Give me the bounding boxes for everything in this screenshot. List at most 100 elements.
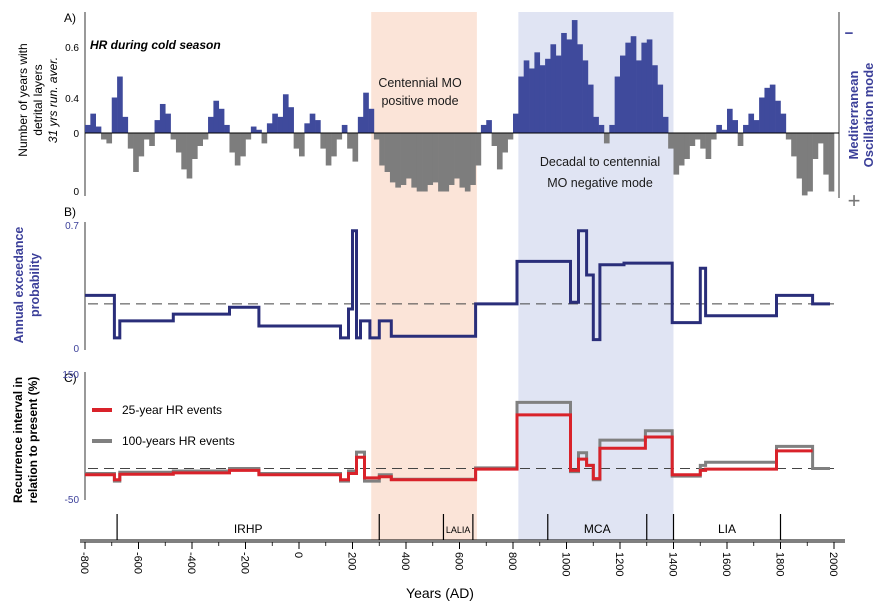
panel-a-bar — [801, 133, 808, 196]
panel-c-ytick: -50 — [65, 495, 80, 506]
panel-a-bar — [475, 133, 482, 166]
panel-a-bar — [261, 133, 268, 144]
x-tick-label: 1200 — [613, 552, 625, 576]
panel-a-bar — [630, 36, 637, 134]
panel-a-bar — [539, 65, 546, 133]
panel-a-bar — [197, 133, 203, 146]
panel-a-bar — [213, 100, 220, 133]
panel-a-bar — [518, 76, 524, 133]
panel-a-bar — [288, 107, 294, 133]
panel-a-bar — [480, 124, 487, 133]
period-label: LALIA — [446, 525, 471, 535]
panel-c-ylabel: Recurrence interval in — [11, 377, 25, 503]
panel-a-bar — [400, 133, 407, 185]
panel-a-bar — [245, 133, 252, 140]
panel-a-bar — [502, 133, 508, 153]
panel-a-bar — [331, 133, 337, 157]
panel-a-bar — [694, 133, 701, 140]
panel-a-bar — [625, 42, 631, 133]
panel-a-bar — [422, 133, 428, 192]
panel-a-bar — [122, 116, 129, 133]
panel-a-ytick: 0.6 — [65, 43, 79, 54]
panel-a-bar — [133, 133, 139, 172]
positive-mode-shading — [371, 12, 477, 540]
x-tick-label: 1400 — [667, 552, 679, 576]
panel-a-bar — [791, 133, 797, 157]
panel-a-bar — [138, 133, 145, 157]
panel-a-bar — [684, 133, 690, 159]
panel-a-ylabel: Number of years with — [16, 43, 30, 156]
panel-a-bar — [737, 133, 744, 146]
panel-b-ytick: 0.7 — [65, 221, 79, 232]
panel-b-series-line — [85, 229, 830, 342]
panel-a-bar — [555, 55, 562, 134]
x-axis-ticks: -800 -600 -400 -200 0 200 400 600 800 1000 1200 140… — [78, 542, 839, 576]
panel-a-bar — [828, 133, 835, 192]
panel-a-bar — [448, 133, 455, 185]
panel-a-bar — [657, 84, 664, 133]
panel-a-bar — [234, 133, 241, 166]
x-tick-label: 1600 — [720, 552, 732, 576]
x-tick-label: 2000 — [827, 552, 839, 576]
panel-a-bar — [454, 133, 460, 179]
panel-a-bar — [764, 87, 771, 133]
panel-a-bar — [325, 133, 332, 166]
panel-a-bar — [282, 94, 289, 133]
panel-a-bar — [304, 123, 310, 133]
mo-sign-minus: − — [845, 25, 854, 42]
panel-a-bar — [743, 124, 749, 133]
panel-a-bar — [181, 133, 187, 170]
panel-a-bar — [823, 133, 829, 175]
panel-a-bar — [678, 133, 685, 166]
x-tick-label: -800 — [78, 552, 90, 574]
panel-a-bar — [716, 124, 722, 133]
panel-a-bar — [85, 124, 91, 133]
panel-a-bar — [379, 133, 385, 166]
panel-a-bar — [753, 120, 760, 133]
panel-a-bar — [336, 133, 343, 140]
panel-a-bar — [395, 133, 401, 188]
panel-a-bar — [315, 120, 321, 133]
panel-a-bar — [406, 133, 412, 179]
panel-a-bar — [507, 133, 514, 140]
panel-a-bar — [566, 39, 573, 133]
panel-a-bar — [192, 133, 198, 159]
panel-a-bar — [299, 133, 305, 157]
period-label: MCA — [584, 522, 611, 536]
panel-a-label: A) — [64, 11, 76, 25]
panel-a-bar — [438, 133, 444, 192]
panel-a-bar — [652, 65, 658, 133]
panel-a-bar — [705, 133, 712, 159]
panel-a-bar — [534, 52, 541, 134]
panel-a-bar — [523, 60, 530, 133]
panel-a-bar — [550, 44, 557, 134]
x-tick-label: 600 — [453, 552, 465, 570]
panel-a-bar — [812, 133, 819, 159]
panel-a-bar — [368, 108, 375, 133]
panel-a-bar — [470, 133, 476, 185]
panel-a-bar — [170, 133, 177, 140]
panel-a-ytick: 0 — [73, 187, 79, 198]
panel-a-bar — [646, 39, 653, 133]
panel-a-bar — [577, 44, 583, 134]
panel-a-bar — [127, 133, 134, 149]
x-tick-label: 1000 — [560, 552, 572, 576]
panel-a-bar — [341, 124, 348, 133]
panel-a-bar — [363, 92, 369, 133]
panel-a-bar — [250, 126, 257, 133]
panel-a-bar — [224, 124, 230, 133]
panel-b-label: B) — [64, 205, 76, 219]
panel-a-bar — [662, 116, 669, 133]
panel-a-bar — [373, 133, 380, 140]
panel-a-bars — [85, 20, 835, 196]
panel-a-bar — [689, 133, 696, 146]
panel-a-bar — [149, 133, 155, 146]
panel-a-bar — [721, 129, 728, 133]
panel-a-bar — [443, 133, 450, 192]
panel-a-bar — [459, 133, 466, 188]
x-tick-label: -200 — [239, 552, 251, 574]
panel-a-bar — [357, 116, 364, 133]
panel-a-bar — [593, 116, 599, 133]
panel-c-ylabel: relation to present (%) — [26, 377, 40, 504]
panel-a-bar — [748, 113, 755, 133]
